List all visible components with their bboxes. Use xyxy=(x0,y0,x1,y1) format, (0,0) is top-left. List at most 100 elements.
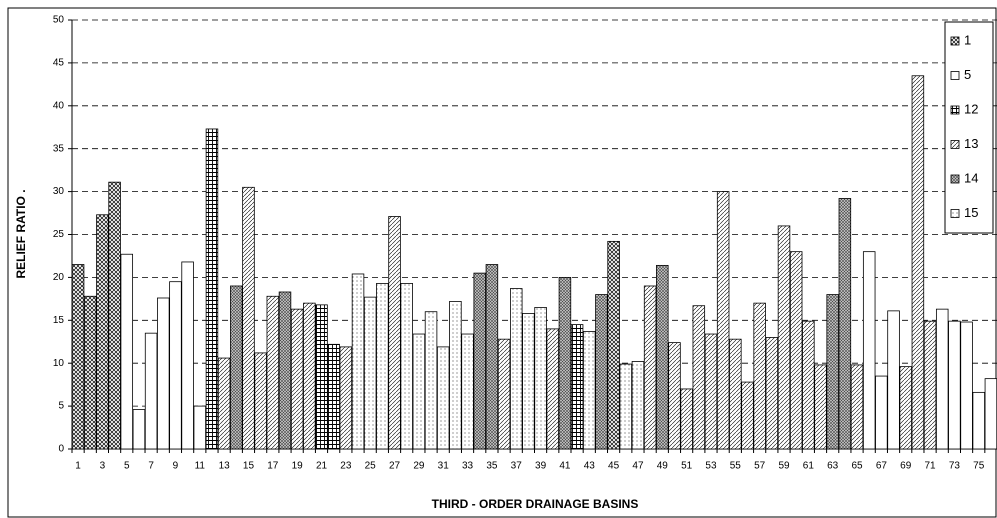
x-tick-label: 57 xyxy=(754,461,766,472)
legend-box xyxy=(944,21,994,234)
bar xyxy=(619,363,633,450)
chart-frame xyxy=(7,7,997,518)
x-tick-label: 71 xyxy=(924,461,936,472)
bar xyxy=(984,378,997,450)
bar xyxy=(290,308,304,450)
bar xyxy=(789,251,803,450)
x-axis-title: THIRD - ORDER DRAINAGE BASINS xyxy=(432,497,639,511)
bar xyxy=(729,338,742,450)
bar xyxy=(595,294,608,450)
bar xyxy=(303,302,316,450)
x-tick-label: 67 xyxy=(876,461,888,472)
bar xyxy=(351,273,365,450)
bar xyxy=(741,381,754,450)
legend-label: 14 xyxy=(964,170,978,185)
x-tick-label: 5 xyxy=(124,461,130,472)
x-tick-label: 11 xyxy=(195,461,206,472)
bar xyxy=(84,295,97,450)
x-tick-label: 47 xyxy=(632,461,644,472)
y-tick-label: 0 xyxy=(58,444,64,455)
bar xyxy=(242,186,255,450)
x-tick-label: 33 xyxy=(462,461,474,472)
legend-label: 5 xyxy=(964,67,971,82)
legend-label: 13 xyxy=(964,136,978,151)
bar xyxy=(205,128,219,450)
bar xyxy=(388,216,401,450)
x-tick-label: 25 xyxy=(365,461,377,472)
x-tick-label: 37 xyxy=(511,461,523,472)
bar xyxy=(862,251,876,450)
x-tick-label: 61 xyxy=(803,461,815,472)
bar xyxy=(157,297,170,450)
bar xyxy=(753,302,766,450)
bar xyxy=(960,321,973,450)
bar xyxy=(887,310,900,450)
legend-swatch xyxy=(950,71,960,80)
y-tick-label: 20 xyxy=(53,272,65,283)
x-tick-label: 59 xyxy=(778,461,790,472)
bar xyxy=(461,333,474,450)
y-tick-label: 50 xyxy=(53,15,65,26)
legend-label: 15 xyxy=(964,205,978,220)
bar xyxy=(363,296,377,450)
bar xyxy=(144,332,158,450)
bar xyxy=(230,285,243,450)
bar xyxy=(607,240,620,450)
y-tick-label: 15 xyxy=(53,315,65,326)
x-tick-label: 31 xyxy=(438,461,450,472)
bar xyxy=(449,301,462,450)
bar xyxy=(935,308,949,450)
bar xyxy=(254,352,267,450)
x-tick-label: 29 xyxy=(413,461,425,472)
x-tick-label: 9 xyxy=(173,461,179,472)
legend-swatch xyxy=(950,174,960,184)
bar xyxy=(923,320,937,450)
x-tick-label: 17 xyxy=(267,461,279,472)
bar xyxy=(680,388,693,450)
y-tick-label: 25 xyxy=(53,229,65,240)
bar xyxy=(570,324,584,450)
bar xyxy=(704,333,718,450)
x-tick-label: 75 xyxy=(973,461,985,472)
bar xyxy=(266,295,280,450)
bar xyxy=(558,276,572,450)
bar xyxy=(522,313,535,450)
bar xyxy=(71,264,85,450)
bar xyxy=(510,288,523,450)
y-tick-label: 40 xyxy=(53,100,65,111)
bar xyxy=(777,225,791,450)
x-tick-label: 35 xyxy=(486,461,498,472)
x-tick-label: 15 xyxy=(243,461,255,472)
x-tick-label: 65 xyxy=(851,461,863,472)
bar xyxy=(424,311,438,450)
bar xyxy=(838,198,852,450)
x-tick-label: 21 xyxy=(316,461,328,472)
legend-label: 1 xyxy=(964,32,971,47)
bar xyxy=(181,261,194,450)
x-tick-label: 3 xyxy=(100,461,106,472)
bar xyxy=(473,272,486,450)
legend-swatch xyxy=(950,105,960,115)
x-tick-label: 53 xyxy=(705,461,717,472)
bar xyxy=(376,283,389,450)
bar xyxy=(643,285,657,450)
bar xyxy=(400,283,413,450)
x-tick-label: 49 xyxy=(657,461,669,472)
x-tick-label: 1 xyxy=(75,461,81,472)
y-tick-label: 10 xyxy=(53,358,65,369)
bar xyxy=(802,320,815,450)
x-tick-label: 51 xyxy=(681,461,693,472)
bar xyxy=(412,333,426,450)
bar xyxy=(826,294,839,450)
x-tick-label: 13 xyxy=(219,461,231,472)
x-tick-label: 69 xyxy=(900,461,912,472)
bar xyxy=(850,364,864,450)
x-tick-label: 43 xyxy=(584,461,596,472)
legend-swatch xyxy=(950,140,960,149)
legend-swatch xyxy=(950,209,960,218)
bar xyxy=(911,75,925,450)
x-tick-label: 23 xyxy=(340,461,352,472)
x-tick-label: 73 xyxy=(949,461,961,472)
bar xyxy=(656,264,669,450)
bar xyxy=(108,181,121,450)
